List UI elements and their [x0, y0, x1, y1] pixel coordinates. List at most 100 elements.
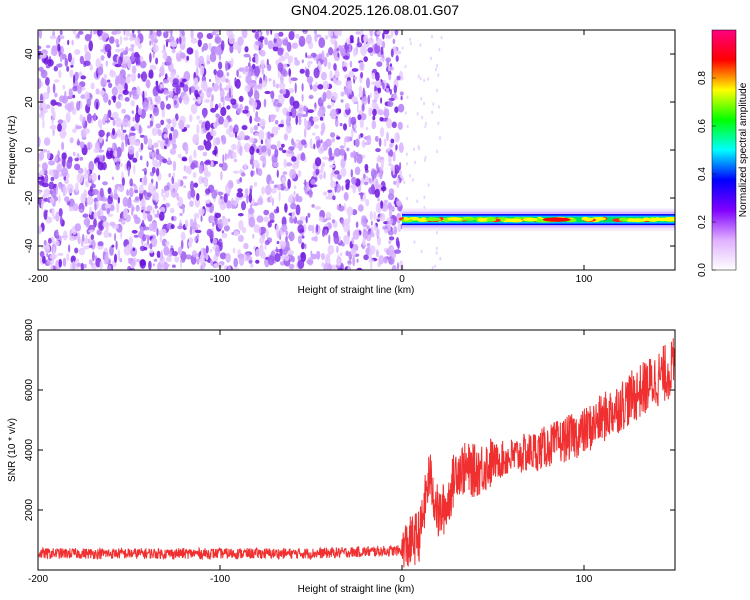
noise-speckle — [182, 84, 189, 93]
y-tick-label: 20 — [24, 96, 35, 108]
noise-speckle — [129, 132, 136, 136]
noise-speckle — [143, 175, 148, 186]
signal-hotspot — [447, 217, 463, 221]
noise-speckle — [197, 32, 204, 39]
noise-speckle — [174, 256, 180, 263]
noise-speckle — [385, 118, 393, 129]
noise-speckle — [330, 132, 336, 138]
noise-speckle — [115, 240, 118, 250]
noise-speckle — [244, 105, 249, 111]
noise-speckle — [52, 128, 55, 137]
noise-speckle — [424, 121, 427, 126]
noise-speckle — [336, 47, 339, 52]
noise-speckle — [301, 83, 304, 92]
noise-speckle — [394, 249, 401, 254]
noise-speckle — [382, 82, 385, 90]
signal-hotspot — [501, 217, 506, 221]
noise-speckle — [318, 174, 324, 179]
noise-speckle — [179, 212, 183, 217]
noise-speckle — [328, 234, 331, 245]
noise-speckle — [263, 216, 270, 223]
noise-speckle — [190, 103, 198, 115]
noise-speckle — [261, 80, 267, 88]
noise-speckle — [395, 55, 399, 62]
spectrogram-noise — [38, 30, 443, 270]
noise-speckle — [75, 235, 78, 240]
noise-speckle — [83, 245, 90, 250]
noise-speckle — [180, 251, 187, 262]
noise-speckle — [423, 78, 426, 83]
noise-speckle — [236, 107, 242, 115]
noise-speckle — [312, 84, 318, 92]
noise-speckle — [86, 98, 92, 108]
noise-speckle — [182, 206, 185, 214]
noise-speckle — [349, 43, 352, 54]
noise-speckle — [62, 230, 68, 241]
noise-speckle — [39, 250, 45, 258]
noise-speckle — [169, 72, 176, 77]
y-tick-label: 8000 — [24, 318, 35, 341]
noise-speckle — [372, 108, 377, 117]
noise-speckle — [285, 230, 289, 236]
noise-speckle — [282, 88, 287, 95]
noise-speckle — [304, 120, 308, 130]
noise-speckle — [340, 158, 346, 169]
noise-speckle — [421, 115, 424, 120]
noise-speckle — [276, 140, 281, 148]
noise-speckle — [269, 219, 275, 223]
noise-speckle — [330, 172, 333, 183]
noise-speckle — [181, 156, 187, 161]
noise-speckle — [95, 58, 101, 69]
noise-speckle — [50, 189, 57, 198]
noise-speckle — [353, 76, 358, 80]
noise-speckle — [53, 246, 56, 257]
noise-speckle — [204, 98, 211, 103]
noise-speckle — [92, 251, 95, 262]
noise-speckle — [150, 237, 158, 248]
noise-speckle — [244, 144, 248, 151]
noise-speckle — [69, 235, 76, 242]
noise-speckle — [66, 253, 70, 261]
noise-speckle — [57, 123, 62, 132]
noise-speckle — [387, 100, 394, 107]
noise-speckle — [48, 237, 52, 244]
noise-speckle — [111, 244, 115, 248]
noise-speckle — [64, 178, 70, 185]
noise-speckle — [55, 154, 58, 164]
noise-speckle — [256, 148, 260, 154]
snr-ticks: -200 -100 0 100 2000 4000 6000 8000 — [24, 318, 675, 585]
noise-speckle — [390, 138, 395, 144]
noise-speckle — [176, 56, 182, 62]
noise-speckle — [217, 218, 224, 230]
noise-speckle — [287, 178, 291, 189]
noise-speckle — [200, 80, 208, 91]
noise-speckle — [84, 51, 91, 62]
noise-speckle — [264, 90, 271, 95]
noise-speckle — [317, 146, 325, 155]
noise-speckle — [102, 181, 108, 186]
noise-speckle — [331, 101, 335, 107]
noise-speckle — [267, 255, 275, 266]
noise-speckle — [76, 84, 83, 94]
noise-speckle — [360, 113, 367, 121]
noise-speckle — [170, 224, 175, 230]
noise-speckle — [147, 125, 152, 129]
noise-speckle — [327, 61, 331, 70]
noise-speckle — [117, 249, 121, 261]
noise-speckle — [88, 244, 93, 249]
noise-speckle — [237, 213, 244, 217]
noise-speckle — [261, 67, 265, 75]
noise-speckle — [98, 174, 101, 181]
noise-speckle — [55, 184, 59, 196]
noise-speckle — [100, 55, 105, 61]
noise-speckle — [123, 55, 131, 64]
noise-speckle — [196, 258, 200, 265]
noise-speckle — [354, 155, 357, 164]
noise-speckle — [111, 176, 115, 181]
noise-speckle — [118, 218, 124, 223]
noise-speckle — [437, 105, 440, 109]
noise-speckle — [359, 118, 364, 129]
noise-speckle — [49, 124, 57, 130]
noise-speckle — [139, 55, 144, 63]
noise-speckle — [232, 127, 236, 134]
